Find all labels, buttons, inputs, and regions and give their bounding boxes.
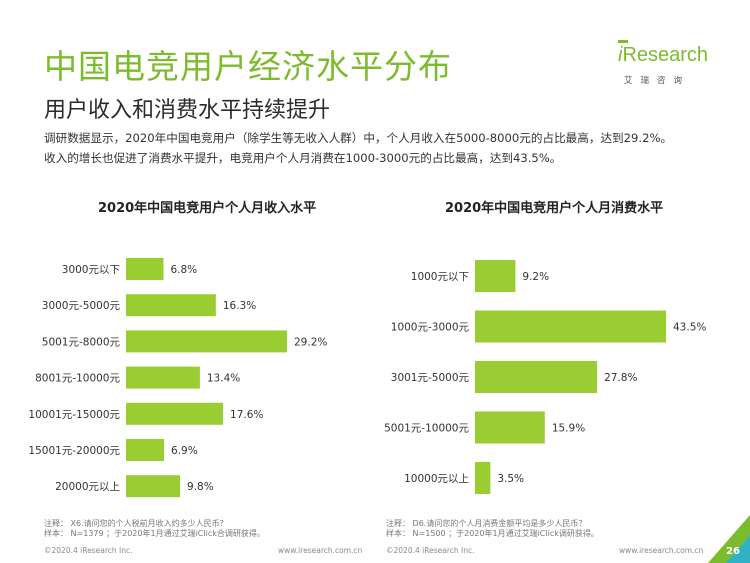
page-number: 26 (726, 546, 740, 557)
footer-website-right: www.iresearch.com.cn (619, 546, 704, 555)
logo-subtitle: 艾瑞咨询 (624, 76, 691, 86)
footer-copyright-left: ©2020.4 iResearch Inc. (44, 546, 133, 555)
spending-category-label-1: 1000元-3000元 (391, 322, 470, 334)
income-value-label-6: 9.8% (187, 481, 214, 493)
spending-note: 注释： D6.请问您的个人月消费金额平均是多少人民币？ 样本： N=1500 ；… (386, 519, 599, 539)
income-bar-5 (126, 439, 165, 461)
spending-chart-title: 2020年中国电竞用户个人月消费水平 (445, 201, 664, 216)
income-chart-title: 2020年中国电竞用户个人月收入水平 (98, 201, 317, 216)
spending-bar-chart: 1000元以下 9.2% 1000元-3000元 43.5% 3001元-5000元 27… (384, 260, 706, 494)
page-subtitle: 用户收入和消费水平持续提升 (44, 98, 331, 123)
income-category-label-2: 5001元-8000元 (42, 336, 121, 348)
income-value-label-0: 6.8% (170, 264, 197, 276)
spending-bar-3 (475, 411, 545, 444)
description-line-2: 收入的增长也促进了消费水平提升，电竞用户个人月消费在1000-3000元的占比最… (44, 151, 562, 165)
income-bar-4 (126, 402, 224, 425)
spending-bar-2 (475, 361, 598, 393)
income-category-label-6: 20000元以上 (55, 481, 120, 493)
income-value-label-3: 13.4% (207, 373, 240, 385)
spending-note-sample: 样本： N=1500 ；于2020年1月通过艾瑞iClick调研获得。 (386, 529, 599, 538)
income-category-label-3: 8001元-10000元 (35, 373, 120, 385)
income-bar-2 (126, 330, 287, 353)
income-category-label-4: 10001元-15000元 (28, 409, 120, 421)
spending-category-label-4: 10000元以上 (404, 473, 469, 485)
income-category-label-5: 15001元-20000元 (28, 445, 120, 457)
page-title: 中国电竞用户经济水平分布 (44, 47, 452, 86)
income-bar-6 (126, 475, 181, 498)
income-value-label-4: 17.6% (230, 409, 263, 421)
spending-bar-1 (475, 310, 666, 343)
description: 调研数据显示，2020年中国电竞用户（除学生等无收入人群）中，个人月收入在500… (44, 128, 734, 168)
spending-note-question: 注释： D6.请问您的个人月消费金额平均是多少人民币？ (386, 519, 587, 528)
spending-value-label-2: 27.8% (604, 372, 637, 384)
income-note: 注释： X6.请问您的个人税前月收入约多少人民币？ 样本： N=1379 ；于2… (44, 519, 265, 539)
spending-bar-0 (475, 260, 516, 292)
iresearch-logo: iResearch 艾瑞咨询 (618, 34, 714, 88)
logo-wordmark: iResearch (618, 44, 709, 66)
income-category-label-0: 3000元以下 (62, 264, 120, 276)
spending-category-label-2: 3001元-5000元 (391, 372, 470, 384)
income-value-label-1: 16.3% (223, 300, 256, 312)
corner-decoration-teal (726, 535, 750, 563)
spending-value-label-4: 3.5% (497, 473, 524, 485)
income-bar-3 (126, 366, 200, 389)
income-bar-1 (126, 294, 216, 317)
spending-category-label-3: 5001元-10000元 (384, 423, 469, 435)
income-note-sample: 样本： N=1379 ；于2020年1月通过艾瑞iClick合调研获得。 (44, 529, 265, 538)
income-bar-chart: 3000元以下 6.8% 3000元-5000元 16.3% 5001元-8000元 29… (28, 258, 327, 498)
income-value-label-2: 29.2% (294, 336, 327, 348)
spending-category-label-0: 1000元以下 (411, 271, 469, 283)
spending-bar-4 (475, 462, 491, 494)
description-line-1: 调研数据显示，2020年中国电竞用户（除学生等无收入人群）中，个人月收入在500… (44, 131, 673, 145)
income-bar-0 (126, 258, 164, 280)
spending-value-label-1: 43.5% (673, 322, 706, 334)
spending-value-label-3: 15.9% (552, 423, 585, 435)
footer-website-left: www.iresearch.com.cn (278, 546, 363, 555)
income-value-label-5: 6.9% (171, 445, 198, 457)
logo-accent-bar (618, 40, 628, 43)
spending-value-label-0: 9.2% (522, 271, 549, 283)
income-note-question: 注释： X6.请问您的个人税前月收入约多少人民币？ (44, 519, 228, 528)
footer-copyright-right: ©2020.4 iResearch Inc. (386, 546, 475, 555)
income-category-label-1: 3000元-5000元 (42, 300, 121, 312)
